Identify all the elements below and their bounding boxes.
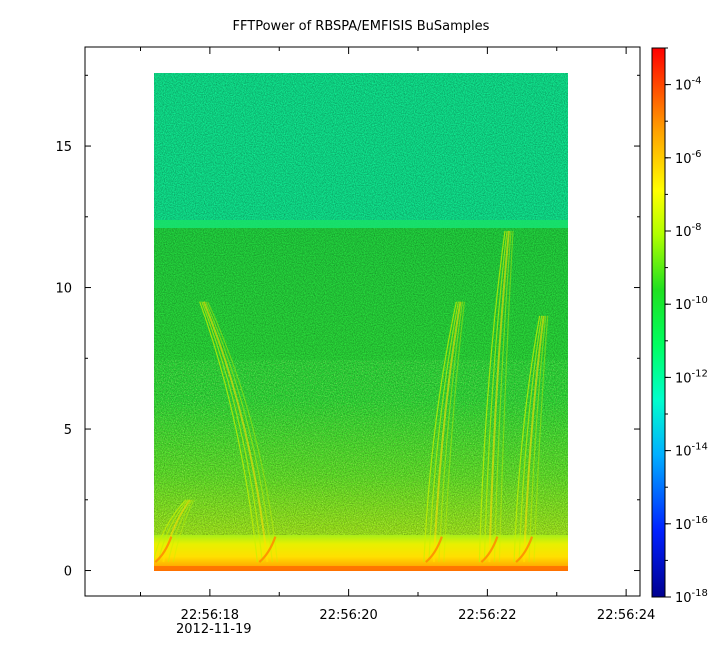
rising-tone-base xyxy=(515,536,534,563)
colorbar-tick-label: 10-18 xyxy=(675,588,708,606)
rising-tone-base xyxy=(154,536,173,563)
colorbar-tick-label: 10-14 xyxy=(675,442,708,460)
y-axis: 0 5 10 15 xyxy=(55,74,640,580)
colorbar-tick-label: 10-8 xyxy=(675,222,702,240)
rising-tone-trace xyxy=(443,301,466,563)
rising-tone-trace xyxy=(172,499,195,563)
x-axis: 22:56:18 22:56:20 22:56:22 22:56:24 xyxy=(140,47,655,623)
x-tick-label: 22:56:24 xyxy=(597,608,655,623)
spectrogram-image xyxy=(154,73,568,571)
base-line xyxy=(154,566,568,571)
colorbar-tick-label: 10-16 xyxy=(675,515,708,533)
rising-tone-trace xyxy=(438,301,464,563)
rising-tone-trace xyxy=(207,301,278,563)
colorbar-tick-label: 10-12 xyxy=(675,368,708,386)
colorbar-axis: 10-4 10-6 10-8 10-10 10-12 10-14 10-16 10-18 xyxy=(665,47,708,606)
rising-tone-trace xyxy=(428,301,460,563)
colorbar-tick-label: 10-10 xyxy=(675,295,708,313)
upper-band-noise xyxy=(154,73,568,228)
chart-title: FFTPower of RBSPA/EMFISIS BuSamples xyxy=(233,19,490,34)
rising-tone-trace xyxy=(533,315,549,563)
x-tick-label: 22:56:22 xyxy=(458,608,516,623)
rising-tone-trace xyxy=(201,301,263,563)
x-date-label: 2012-11-19 xyxy=(176,622,252,637)
y-tick-label: 10 xyxy=(55,282,72,297)
rising-tone-trace xyxy=(493,230,512,563)
rising-tone-trace xyxy=(432,301,462,563)
low-frequency-band xyxy=(154,535,568,571)
rising-tone-trace xyxy=(488,230,510,563)
rising-tone-trace xyxy=(423,301,458,563)
rising-tone-trace xyxy=(199,301,258,563)
rising-tone-trace xyxy=(513,315,541,563)
rising-tone-trace xyxy=(518,315,543,563)
y-tick-label: 0 xyxy=(64,565,72,580)
rising-tone-trace xyxy=(478,230,506,563)
colorbar-tick-label: 10-4 xyxy=(675,76,702,94)
rising-tone-trace xyxy=(167,499,193,563)
rising-tone-base xyxy=(480,536,499,563)
rising-tone-trace xyxy=(157,499,189,563)
rising-tone-base xyxy=(425,536,443,563)
rising-tone-trace xyxy=(498,230,514,563)
rising-tone-trace xyxy=(523,315,545,563)
rising-tone-trace xyxy=(483,230,508,563)
rising-tone-base xyxy=(258,536,277,563)
rising-tone-trace xyxy=(162,499,191,563)
rising-tone-trace xyxy=(202,301,269,563)
y-tick-label: 5 xyxy=(64,423,72,438)
rising-tones xyxy=(154,230,549,563)
x-tick-label: 22:56:20 xyxy=(319,608,377,623)
colorbar-tick-label: 10-6 xyxy=(675,149,702,167)
colorbar xyxy=(651,47,666,598)
rising-tone-trace xyxy=(205,301,273,563)
rising-tone-trace xyxy=(154,499,187,562)
lower-band-speckle xyxy=(154,360,568,540)
y-tick-label: 15 xyxy=(55,140,72,155)
x-tick-label: 22:56:18 xyxy=(181,608,239,623)
rising-tone-trace xyxy=(528,315,547,563)
